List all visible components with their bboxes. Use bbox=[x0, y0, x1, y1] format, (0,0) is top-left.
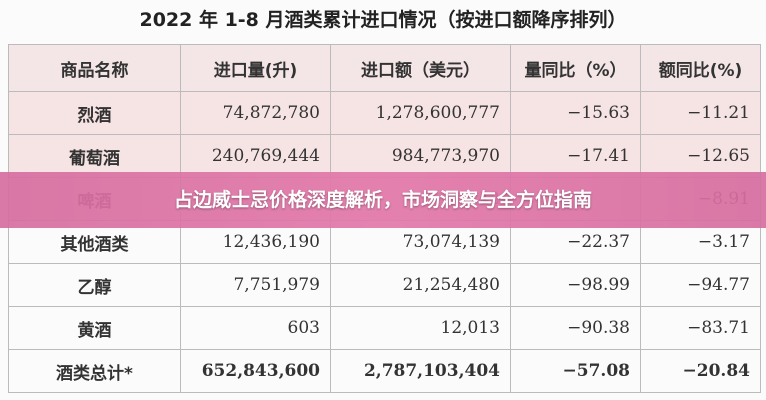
table-cell: −17.41 bbox=[510, 134, 641, 178]
table-cell: −15.63 bbox=[510, 91, 641, 135]
table-cell: 21,254,480 bbox=[330, 263, 511, 307]
table-row: 乙醇 7,751,979 21,254,480 −98.99 −94.77 bbox=[8, 263, 761, 307]
banner: 占边威士忌价格深度解析，市场洞察与全方位指南 bbox=[0, 172, 766, 228]
table-cell: 1,278,600,777 bbox=[330, 91, 511, 135]
table-cell: −90.38 bbox=[510, 306, 641, 350]
table-row: 黄酒 603 12,013 −90.38 −83.71 bbox=[8, 306, 761, 350]
row-label: 烈酒 bbox=[8, 91, 181, 135]
table-row: 葡萄酒 240,769,444 984,773,970 −17.41 −12.65 bbox=[8, 134, 761, 178]
table-cell: 7,751,979 bbox=[180, 263, 331, 307]
table-cell: 984,773,970 bbox=[330, 134, 511, 178]
row-label: 乙醇 bbox=[8, 263, 181, 307]
table-cell: 240,769,444 bbox=[180, 134, 331, 178]
header-cell: 进口额（美元） bbox=[330, 44, 511, 92]
header-cell: 进口量(升) bbox=[180, 44, 331, 92]
table-cell: −20.84 bbox=[640, 349, 761, 393]
table-cell: −98.99 bbox=[510, 263, 641, 307]
table-cell: 603 bbox=[180, 306, 331, 350]
table-cell: −83.71 bbox=[640, 306, 761, 350]
table-title: 2022 年 1-8 月酒类累计进口情况（按进口额降序排列） bbox=[139, 9, 627, 31]
table-cell: 74,872,780 bbox=[180, 91, 331, 135]
table-row: 烈酒 74,872,780 1,278,600,777 −15.63 −11.21 bbox=[8, 91, 761, 135]
row-label: 葡萄酒 bbox=[8, 134, 181, 178]
row-label: 黄酒 bbox=[8, 306, 181, 350]
row-label: 酒类总计* bbox=[8, 349, 181, 393]
table-cell: −57.08 bbox=[510, 349, 641, 393]
table-cell: −11.21 bbox=[640, 91, 761, 135]
table-cell: 2,787,103,404 bbox=[330, 349, 511, 393]
table-cell: −94.77 bbox=[640, 263, 761, 307]
header-cell: 量同比（%） bbox=[510, 44, 641, 92]
table-cell: 652,843,600 bbox=[180, 349, 331, 393]
table-body: 烈酒 74,872,780 1,278,600,777 −15.63 −11.21 葡萄酒… bbox=[8, 91, 761, 393]
table-cell: 12,013 bbox=[330, 306, 511, 350]
header-cell: 额同比(%) bbox=[640, 44, 761, 92]
header-row: 商品名称 进口量(升) 进口额（美元） 量同比（%） 额同比(%) bbox=[8, 44, 761, 92]
header-cell: 商品名称 bbox=[8, 44, 181, 92]
table-cell: −12.65 bbox=[640, 134, 761, 178]
table-row: 酒类总计* 652,843,600 2,787,103,404 −57.08 −20.8… bbox=[8, 349, 761, 393]
